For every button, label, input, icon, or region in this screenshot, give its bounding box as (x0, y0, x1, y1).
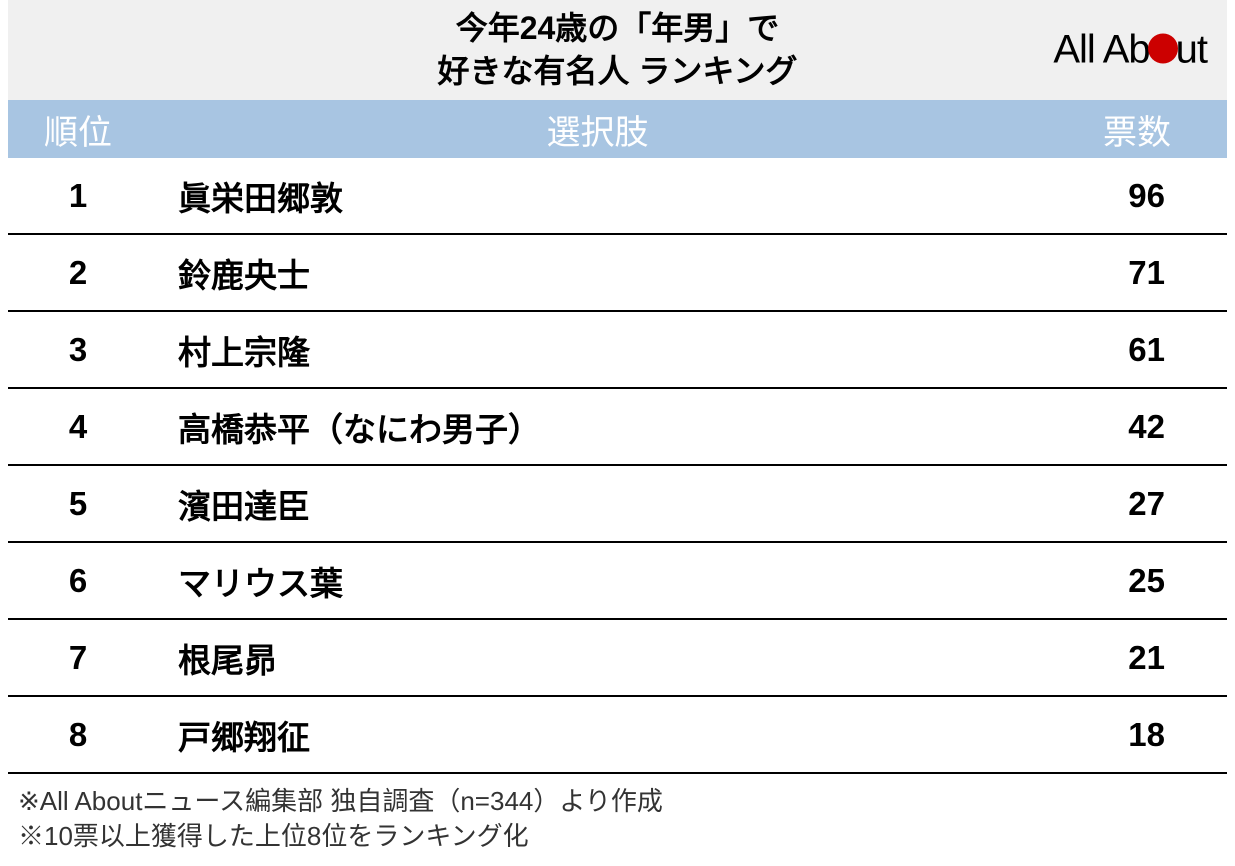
title-line-1: 今年24歳の「年男」で (438, 7, 798, 50)
cell-votes: 21 (1047, 639, 1227, 677)
table-row: 2 鈴鹿央士 71 (8, 235, 1227, 312)
cell-votes: 61 (1047, 331, 1227, 369)
table-row: 5 濱田達臣 27 (8, 466, 1227, 543)
cell-rank: 3 (8, 331, 148, 369)
table-row: 4 高橋恭平（なにわ男子） 42 (8, 389, 1227, 466)
logo-prefix: All Ab (1053, 28, 1149, 73)
allabout-logo: All Ab ut (1053, 28, 1207, 73)
cell-rank: 1 (8, 177, 148, 215)
cell-votes: 96 (1047, 177, 1227, 215)
cell-rank: 2 (8, 254, 148, 292)
ranking-container: 今年24歳の「年男」で 好きな有名人 ランキング All Ab ut 順位 選択… (0, 0, 1235, 854)
cell-votes: 25 (1047, 562, 1227, 600)
cell-rank: 4 (8, 408, 148, 446)
cell-votes: 18 (1047, 716, 1227, 754)
table-row: 7 根尾昴 21 (8, 620, 1227, 697)
cell-name: 濱田達臣 (148, 480, 1047, 528)
table-body: 1 眞栄田郷敦 96 2 鈴鹿央士 71 3 村上宗隆 61 4 高橋恭平（なに… (8, 158, 1227, 774)
table-row: 1 眞栄田郷敦 96 (8, 158, 1227, 235)
cell-rank: 6 (8, 562, 148, 600)
cell-votes: 27 (1047, 485, 1227, 523)
cell-rank: 5 (8, 485, 148, 523)
cell-rank: 8 (8, 716, 148, 754)
header-rank: 順位 (8, 105, 148, 154)
table-row: 8 戸郷翔征 18 (8, 697, 1227, 774)
cell-name: 戸郷翔征 (148, 711, 1047, 759)
cell-name: 根尾昴 (148, 634, 1047, 682)
cell-votes: 71 (1047, 254, 1227, 292)
footnote-2: ※10票以上獲得した上位8位をランキング化 (18, 819, 1227, 854)
table-row: 3 村上宗隆 61 (8, 312, 1227, 389)
logo-dot-icon (1148, 33, 1178, 63)
footnote-1: ※All Aboutニュース編集部 独自調査（n=344）より作成 (18, 784, 1227, 819)
cell-name: 眞栄田郷敦 (148, 172, 1047, 220)
title-block: 今年24歳の「年男」で 好きな有名人 ランキング (438, 7, 798, 93)
cell-name: マリウス葉 (148, 557, 1047, 605)
table-row: 6 マリウス葉 25 (8, 543, 1227, 620)
logo-suffix: ut (1176, 28, 1207, 73)
title-line-2: 好きな有名人 ランキング (438, 50, 798, 93)
cell-votes: 42 (1047, 408, 1227, 446)
header-votes: 票数 (1047, 105, 1227, 154)
cell-name: 村上宗隆 (148, 326, 1047, 374)
header-name: 選択肢 (148, 105, 1047, 154)
title-band: 今年24歳の「年男」で 好きな有名人 ランキング All Ab ut (8, 0, 1227, 100)
footnotes: ※All Aboutニュース編集部 独自調査（n=344）より作成 ※10票以上… (8, 784, 1227, 854)
cell-rank: 7 (8, 639, 148, 677)
cell-name: 鈴鹿央士 (148, 249, 1047, 297)
cell-name: 高橋恭平（なにわ男子） (148, 403, 1047, 451)
table-header-row: 順位 選択肢 票数 (8, 100, 1227, 158)
